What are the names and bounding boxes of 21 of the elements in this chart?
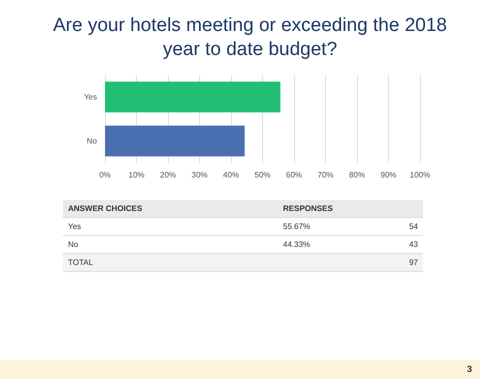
x-tick-label: 40% — [222, 170, 240, 180]
text: 43 — [373, 236, 423, 254]
x-tick-label: 70% — [317, 170, 334, 180]
category-label: No — [68, 240, 78, 249]
x-tick-label: 50% — [254, 170, 271, 180]
x-tick-label: 60% — [286, 170, 302, 180]
x-tick-label: 0% — [99, 170, 111, 180]
table-header-row: ANSWER CHOICES RESPONSES — [63, 200, 423, 218]
x-tick-label: 90% — [380, 170, 397, 180]
text: 44.33% — [278, 236, 373, 254]
chart-title: Are your hotels meeting or exceeding the 2018 year to date budget? — [52, 14, 448, 62]
category-label: Yes — [68, 222, 82, 231]
x-tick-label: 100% — [410, 170, 430, 180]
x-tick-label: 30% — [191, 170, 208, 180]
table-total-row: TOTAL 97 — [63, 254, 423, 272]
x-tick-label: 80% — [348, 170, 366, 180]
x-tick-label: 20% — [160, 170, 176, 180]
text: 54 — [373, 218, 423, 236]
text: 55.67% — [278, 218, 373, 236]
x-tick-label: 10% — [128, 170, 145, 180]
text: 3 — [466, 364, 472, 374]
